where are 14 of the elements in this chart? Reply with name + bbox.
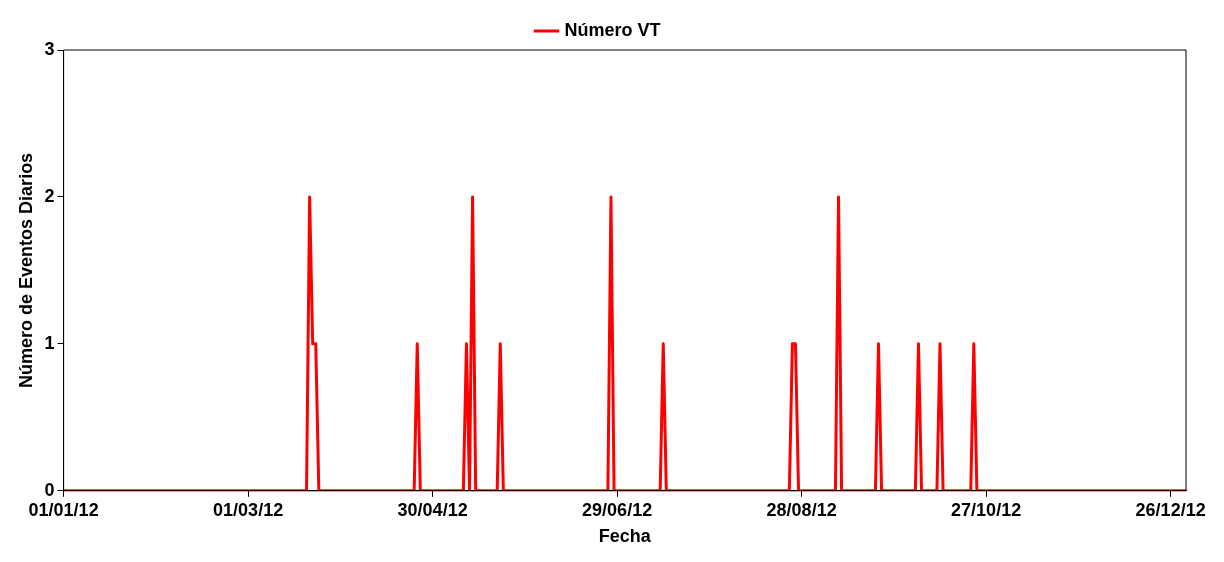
x-tick-label: 27/10/12	[951, 499, 1022, 520]
legend-label: Número VT	[564, 19, 661, 40]
x-tick-label: 26/12/12	[1135, 499, 1206, 520]
y-axis-title: Número de Eventos Diarios	[15, 152, 36, 388]
x-tick-label: 30/04/12	[397, 499, 468, 520]
y-tick-label: 1	[44, 332, 55, 353]
y-tick-label: 0	[44, 479, 55, 500]
x-tick-label: 01/03/12	[213, 499, 284, 520]
x-axis-title: Fecha	[598, 526, 652, 547]
x-tick-label: 28/08/12	[766, 499, 837, 520]
y-tick-label: 2	[44, 185, 55, 206]
x-tick-label: 01/01/12	[28, 499, 99, 520]
x-tick-label: 29/06/12	[582, 499, 653, 520]
y-tick-label: 3	[44, 38, 55, 59]
